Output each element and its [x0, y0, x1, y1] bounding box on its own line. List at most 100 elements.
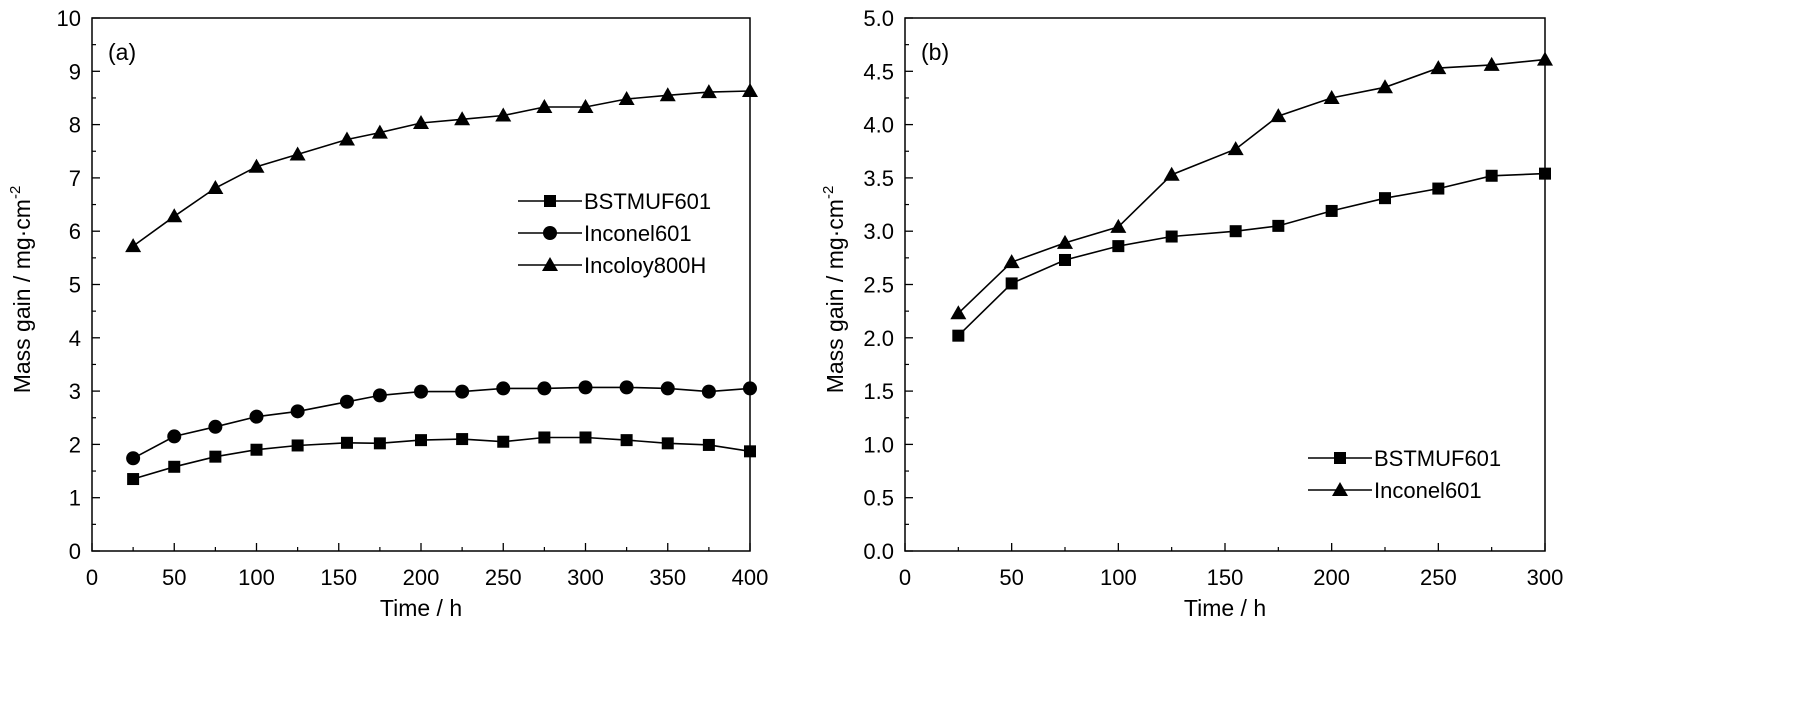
data-point: [208, 419, 223, 434]
x-tick-label: 150: [1207, 565, 1244, 590]
legend-marker: [542, 257, 558, 271]
data-point: [1270, 108, 1287, 123]
data-point: [660, 381, 675, 396]
y-axis-title: Mass gain / mg·cm-2: [820, 186, 848, 394]
x-tick-label: 200: [403, 565, 440, 590]
legend: BSTMUF601 Inconel601: [1308, 446, 1501, 503]
data-point: [1432, 182, 1445, 195]
data-point: [1110, 218, 1127, 233]
y-tick-label: 4.0: [863, 113, 894, 138]
data-point: [1325, 204, 1338, 217]
data-point: [414, 384, 428, 399]
data-point: [207, 180, 224, 195]
data-point: [125, 238, 142, 253]
x-tick-label: 150: [320, 565, 357, 590]
data-point: [454, 111, 471, 126]
data-point: [536, 99, 553, 114]
y-tick-label: 6: [69, 219, 81, 244]
legend-item: BSTMUF601: [1308, 446, 1501, 471]
x-axis-title: Time / h: [380, 595, 462, 621]
series-bstmuf601: [127, 431, 756, 486]
data-point: [496, 381, 511, 396]
data-point: [702, 438, 715, 451]
data-point: [291, 439, 304, 452]
plot-frame: [91, 17, 751, 552]
legend-item: Inconel601: [518, 221, 692, 246]
data-point: [620, 434, 633, 447]
legend-label: Inconel601: [584, 221, 692, 246]
data-point: [338, 131, 355, 146]
y-tick-label: 0.5: [863, 486, 894, 511]
x-tick-label: 50: [999, 565, 1023, 590]
y-tick-label: 2.0: [863, 326, 894, 351]
legend-marker: [543, 226, 557, 240]
y-tick-label: 0.0: [863, 539, 894, 564]
legend-item: BSTMUF601: [518, 189, 711, 214]
y-axis-title-superscript: -2: [7, 186, 24, 199]
data-point: [1377, 79, 1393, 94]
y-tick-label: 8: [69, 113, 81, 138]
x-tick-label: 0: [899, 565, 911, 590]
x-tick-label: 100: [238, 565, 275, 590]
data-point: [1485, 169, 1498, 182]
data-point: [1323, 89, 1340, 104]
panel-label: (b): [921, 39, 949, 65]
legend-item: Inconel601: [1308, 478, 1482, 503]
data-point: [701, 384, 716, 399]
y-axis-title: Mass gain / mg·cm-2: [7, 186, 35, 394]
y-tick-label: 1: [69, 486, 81, 511]
x-tick-label: 350: [649, 565, 686, 590]
legend-marker: [1334, 452, 1346, 464]
panel-label: (a): [108, 39, 136, 65]
data-point: [371, 124, 388, 139]
x-tick-label: 250: [485, 565, 522, 590]
legend-label: BSTMUF601: [584, 189, 711, 214]
legend-marker: [544, 195, 556, 207]
x-tick-label: 300: [1527, 565, 1564, 590]
data-point: [413, 115, 429, 130]
data-point: [659, 87, 676, 102]
data-point: [1057, 234, 1073, 249]
series-inconel601: [126, 380, 757, 466]
plot-frame: [904, 17, 1546, 552]
data-point: [1379, 192, 1391, 205]
data-point: [1272, 219, 1285, 232]
y-axis-title-superscript: -2: [820, 186, 837, 199]
series-line: [957, 172, 1546, 337]
data-point: [950, 305, 967, 320]
data-point: [618, 91, 635, 106]
data-point: [209, 450, 222, 463]
y-axis-title-text: Mass gain / mg·cm: [9, 199, 35, 393]
y-tick-label: 3.5: [863, 166, 894, 191]
data-point: [250, 443, 263, 456]
data-point: [579, 431, 592, 444]
data-point: [126, 451, 141, 466]
data-point: [1430, 60, 1447, 75]
y-tick-label: 5.0: [863, 6, 894, 31]
data-point: [168, 460, 181, 473]
y-tick-label: 0: [69, 539, 81, 564]
data-point: [1003, 254, 1020, 269]
x-tick-label: 400: [732, 565, 769, 590]
x-tick-label: 50: [162, 565, 186, 590]
data-point: [661, 437, 674, 450]
y-tick-label: 3: [69, 379, 81, 404]
data-point: [1005, 277, 1018, 290]
data-point: [415, 434, 427, 447]
data-point: [372, 388, 387, 403]
data-point: [339, 394, 354, 409]
data-point: [497, 435, 510, 448]
legend-label: Inconel601: [1374, 478, 1482, 503]
x-tick-label: 300: [567, 565, 604, 590]
series-incoloy800h: [125, 83, 758, 253]
y-tick-label: 2: [69, 432, 81, 457]
x-tick-label: 100: [1100, 565, 1137, 590]
x-tick-label: 0: [86, 565, 98, 590]
y-tick-label: 7: [69, 166, 81, 191]
data-point: [1059, 253, 1071, 266]
legend-label: Incoloy800H: [584, 253, 706, 278]
data-point: [700, 84, 717, 99]
data-point: [127, 473, 140, 486]
legend-label: BSTMUF601: [1374, 446, 1501, 471]
